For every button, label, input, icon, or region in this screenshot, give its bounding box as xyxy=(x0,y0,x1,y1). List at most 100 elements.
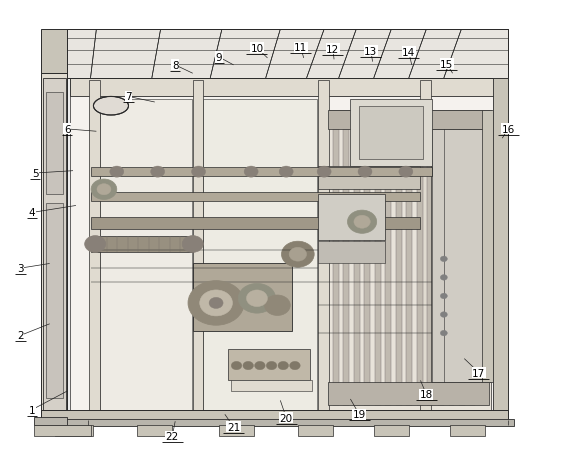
Polygon shape xyxy=(354,130,360,405)
Circle shape xyxy=(289,248,307,262)
Text: 19: 19 xyxy=(353,409,366,419)
Text: 22: 22 xyxy=(166,431,179,441)
Polygon shape xyxy=(219,425,254,436)
Text: 11: 11 xyxy=(294,43,307,53)
Polygon shape xyxy=(431,130,491,382)
Circle shape xyxy=(440,257,447,262)
Circle shape xyxy=(278,362,288,370)
Polygon shape xyxy=(328,382,489,405)
Text: 17: 17 xyxy=(472,368,485,378)
Circle shape xyxy=(358,167,372,178)
Circle shape xyxy=(440,331,447,336)
Polygon shape xyxy=(420,81,431,412)
Text: 8: 8 xyxy=(172,61,179,71)
Text: 15: 15 xyxy=(440,60,453,70)
Polygon shape xyxy=(203,100,317,410)
Polygon shape xyxy=(41,74,67,417)
Polygon shape xyxy=(417,130,423,405)
Circle shape xyxy=(317,167,331,178)
Polygon shape xyxy=(67,74,508,417)
Polygon shape xyxy=(298,425,333,436)
Polygon shape xyxy=(350,100,432,167)
Polygon shape xyxy=(43,79,66,410)
Text: 1: 1 xyxy=(29,405,36,415)
Circle shape xyxy=(231,362,242,370)
Polygon shape xyxy=(449,130,454,405)
Polygon shape xyxy=(228,350,310,381)
Text: 21: 21 xyxy=(227,422,240,432)
Polygon shape xyxy=(459,130,465,405)
Polygon shape xyxy=(231,381,312,391)
Circle shape xyxy=(266,362,277,370)
Polygon shape xyxy=(385,130,391,405)
Circle shape xyxy=(281,242,314,268)
Polygon shape xyxy=(91,168,432,177)
Polygon shape xyxy=(493,79,508,413)
Polygon shape xyxy=(91,192,420,201)
Polygon shape xyxy=(70,79,502,97)
Circle shape xyxy=(440,275,447,281)
Polygon shape xyxy=(364,130,370,405)
Polygon shape xyxy=(193,81,203,412)
Circle shape xyxy=(85,236,106,253)
Circle shape xyxy=(246,290,267,307)
Circle shape xyxy=(91,180,117,200)
Text: 14: 14 xyxy=(402,48,415,58)
Circle shape xyxy=(238,284,276,313)
Circle shape xyxy=(209,298,223,309)
Circle shape xyxy=(188,281,244,325)
Polygon shape xyxy=(470,130,475,405)
Circle shape xyxy=(279,167,293,178)
Polygon shape xyxy=(318,194,385,241)
Polygon shape xyxy=(34,425,91,436)
Circle shape xyxy=(440,294,447,299)
Text: 5: 5 xyxy=(32,169,39,179)
Text: 12: 12 xyxy=(326,44,339,55)
Polygon shape xyxy=(55,425,93,436)
Polygon shape xyxy=(438,130,444,405)
Polygon shape xyxy=(91,218,420,229)
Polygon shape xyxy=(318,167,420,190)
Circle shape xyxy=(440,312,447,318)
Polygon shape xyxy=(67,30,508,74)
Circle shape xyxy=(192,167,206,178)
Circle shape xyxy=(244,167,258,178)
Text: 7: 7 xyxy=(125,92,132,102)
Polygon shape xyxy=(100,100,192,410)
Polygon shape xyxy=(35,419,514,426)
Text: 13: 13 xyxy=(364,47,377,57)
Circle shape xyxy=(243,362,253,370)
Polygon shape xyxy=(34,417,67,425)
Polygon shape xyxy=(46,93,63,194)
Text: 3: 3 xyxy=(17,263,24,274)
Polygon shape xyxy=(482,111,493,382)
Polygon shape xyxy=(67,30,508,79)
Polygon shape xyxy=(359,106,423,160)
Circle shape xyxy=(290,362,300,370)
Polygon shape xyxy=(427,130,433,405)
Polygon shape xyxy=(70,79,502,413)
Polygon shape xyxy=(374,425,409,436)
Text: 6: 6 xyxy=(64,125,71,135)
Text: 18: 18 xyxy=(420,389,433,400)
Circle shape xyxy=(265,295,290,316)
Text: 2: 2 xyxy=(17,331,24,341)
Polygon shape xyxy=(328,111,489,130)
Text: 9: 9 xyxy=(215,53,223,63)
Polygon shape xyxy=(46,204,63,398)
Text: 4: 4 xyxy=(29,208,36,218)
Polygon shape xyxy=(396,130,402,405)
Circle shape xyxy=(347,211,377,234)
Polygon shape xyxy=(91,236,193,252)
Ellipse shape xyxy=(93,97,128,116)
Circle shape xyxy=(182,236,203,253)
Text: 10: 10 xyxy=(251,44,263,54)
Circle shape xyxy=(354,216,370,229)
Polygon shape xyxy=(318,242,385,264)
Circle shape xyxy=(151,167,165,178)
Polygon shape xyxy=(327,111,491,410)
Circle shape xyxy=(200,290,232,316)
Circle shape xyxy=(399,167,413,178)
Text: 20: 20 xyxy=(280,413,293,423)
Polygon shape xyxy=(193,264,292,331)
